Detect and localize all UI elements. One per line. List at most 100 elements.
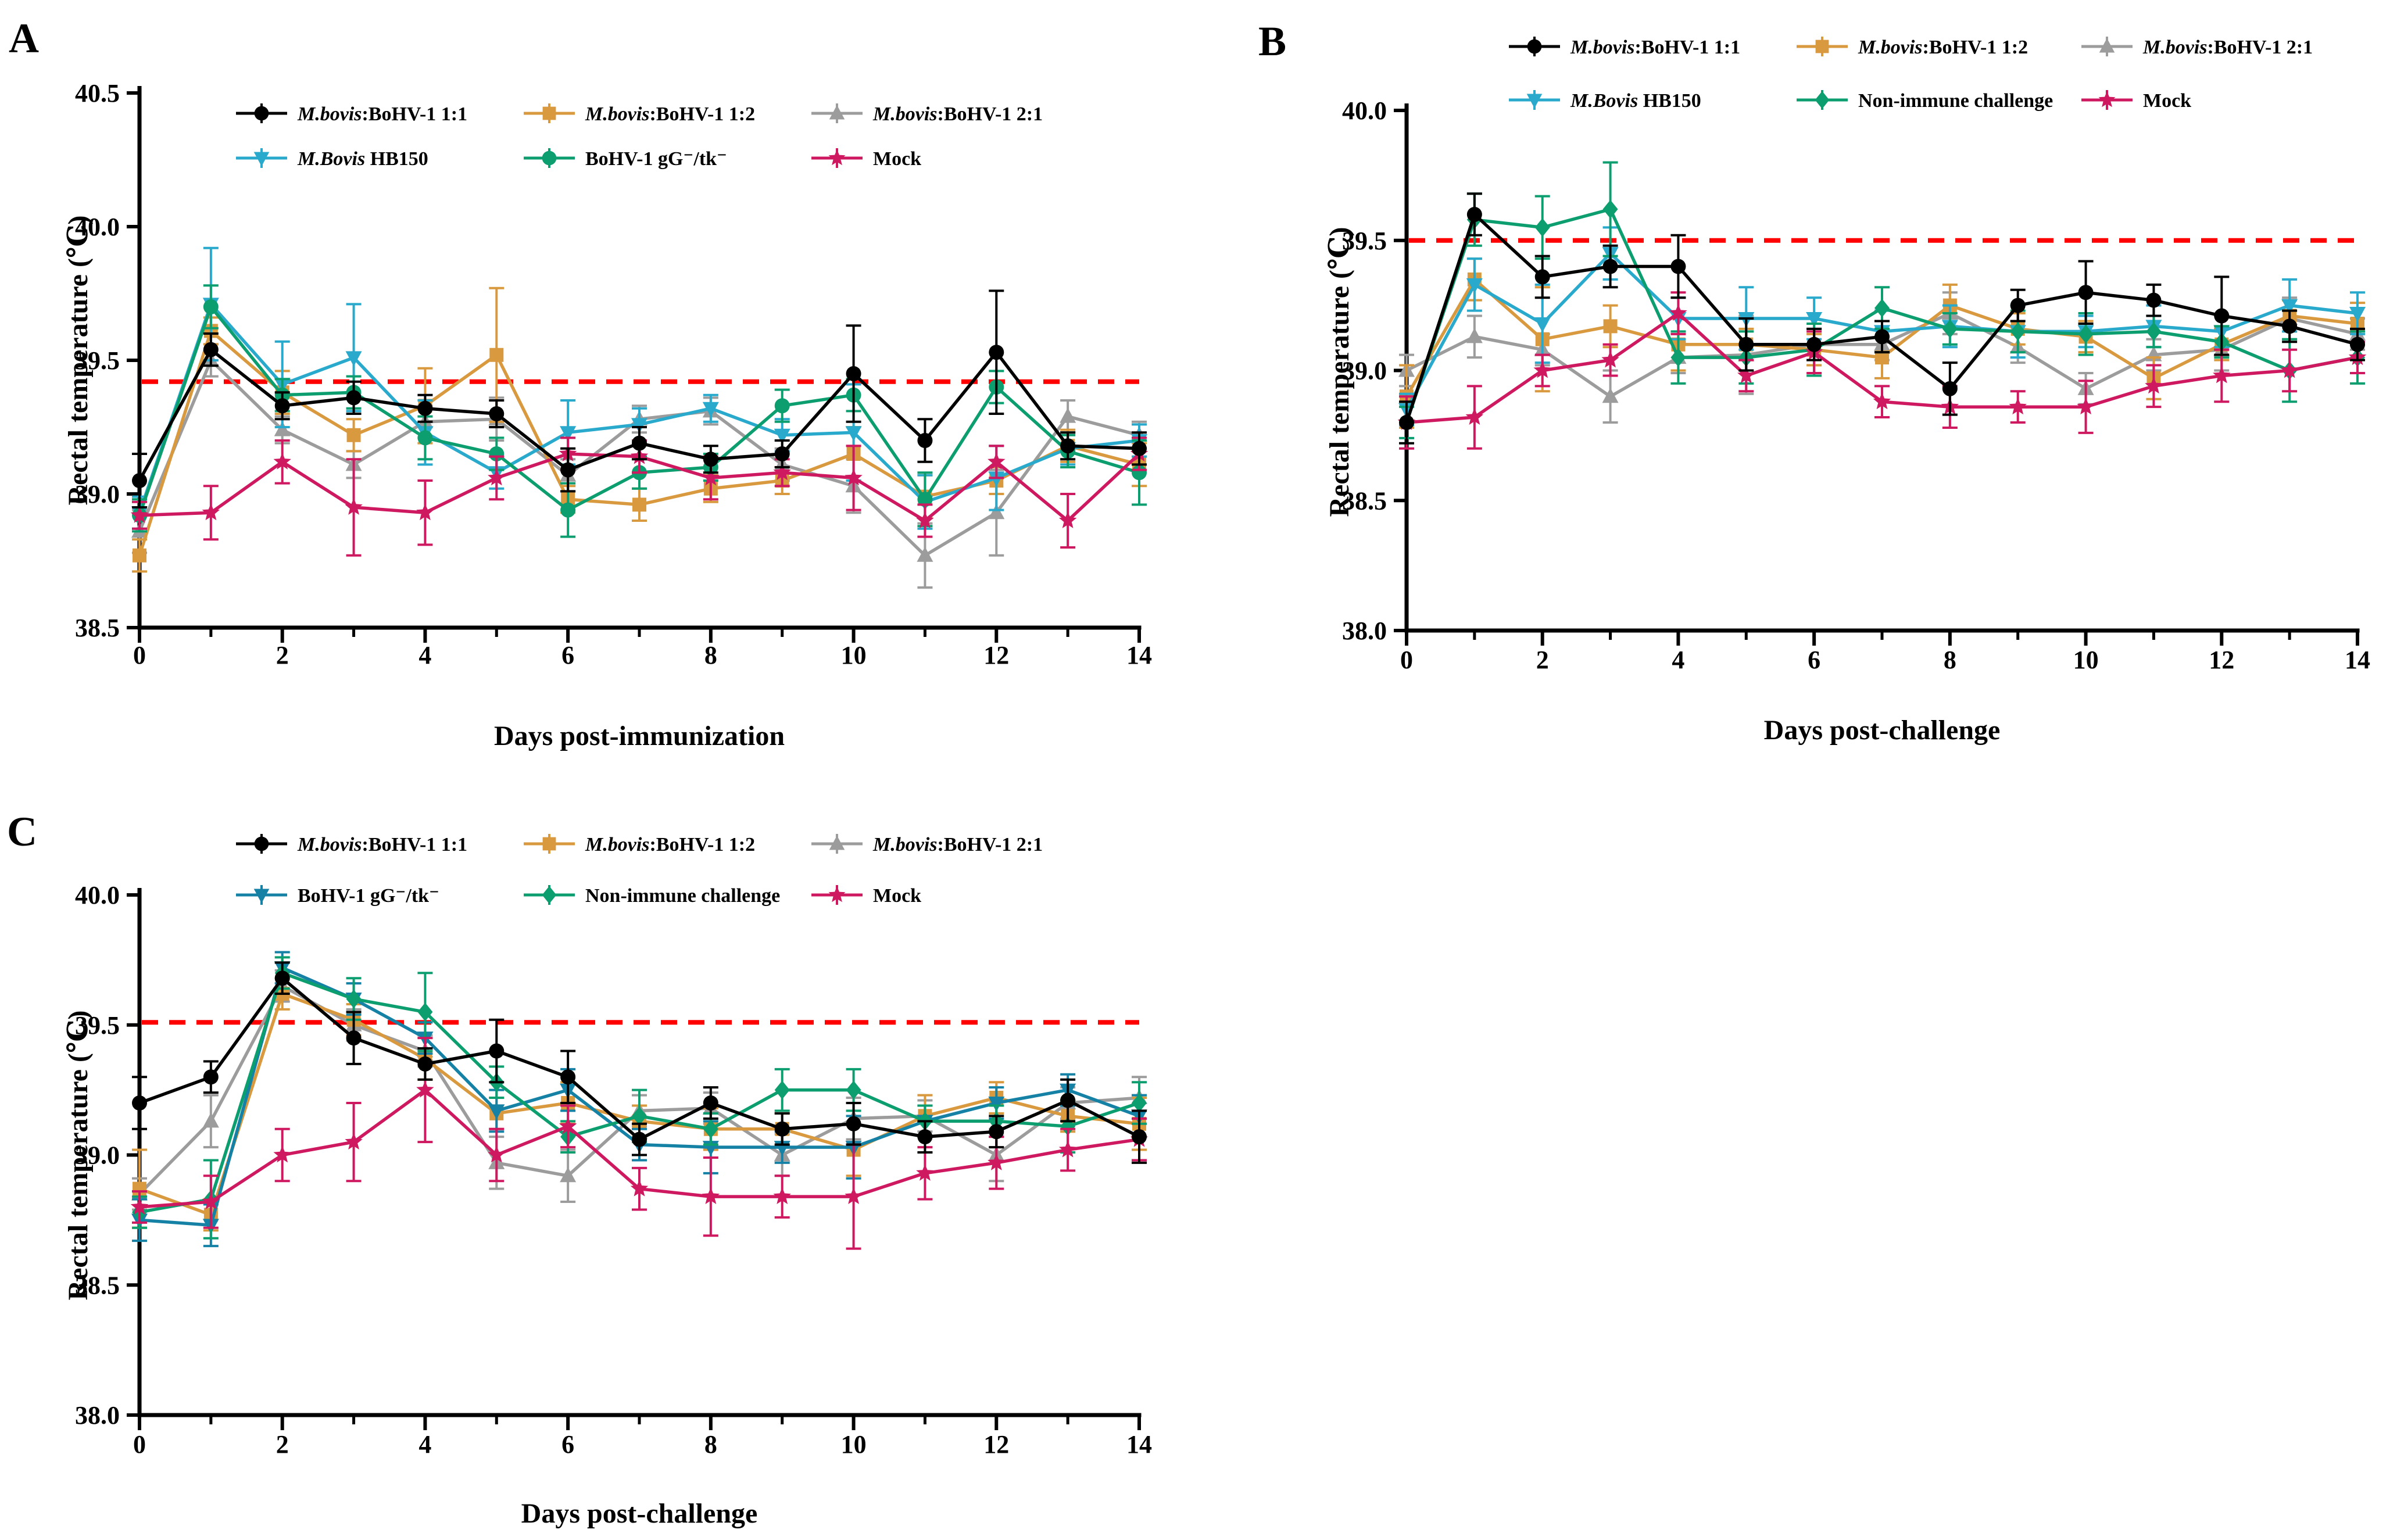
data-point-marker <box>273 452 291 470</box>
data-point-marker <box>988 504 1005 520</box>
data-point-marker <box>2009 397 2027 415</box>
y-tick-label: 39.0 <box>75 1141 120 1170</box>
data-point-marker <box>989 345 1004 360</box>
data-point-marker <box>1669 304 1687 321</box>
data-point-marker <box>631 418 647 434</box>
data-point-marker <box>988 1153 1006 1170</box>
data-point-marker <box>416 503 434 521</box>
data-point-marker <box>2349 307 2366 323</box>
legend-entry: M.Bovis HB150 <box>1509 90 1701 112</box>
data-point-marker <box>1873 392 1891 410</box>
y-axis-title: Rectal temperature (℃) <box>63 215 94 505</box>
data-point-marker <box>1602 200 1618 219</box>
legend-entry: M.bovis:BoHV-1 1:1 <box>236 103 467 125</box>
data-point-marker <box>2214 308 2230 324</box>
legend-label: Non-immune challenge <box>585 885 780 907</box>
data-point-marker <box>1466 207 1482 222</box>
data-point-marker <box>1602 388 1619 403</box>
panel-letter-A: A <box>9 15 39 62</box>
data-point-marker <box>1806 336 1822 352</box>
legend-label: Mock <box>2143 90 2191 112</box>
legend-triangle-down-icon <box>1526 94 1543 109</box>
data-point-marker <box>1601 350 1619 368</box>
data-point-marker <box>773 1187 791 1204</box>
data-point-marker <box>702 402 719 417</box>
data-point-marker <box>917 1129 933 1145</box>
panel-B: B 38.0 38.5 39.0 39.5 40.0 0 2 4 6 8 10 12 14 Days pos… <box>1258 18 2370 746</box>
x-tick-label: 6 <box>561 1430 574 1459</box>
legend-diamond-icon <box>1815 91 1830 109</box>
legend-square-icon <box>542 106 556 120</box>
legend-entry: BoHV-1 gG⁻/tk⁻ <box>524 148 727 170</box>
data-point-marker <box>1058 1140 1077 1158</box>
data-point-marker <box>488 1104 505 1120</box>
data-point-marker <box>1602 259 1618 274</box>
data-point-marker <box>274 421 291 436</box>
data-point-marker <box>703 1095 718 1111</box>
legend-entry: M.Bovis HB150 <box>236 148 428 170</box>
data-point-marker <box>630 1179 649 1197</box>
legend-star-icon <box>2098 91 2116 108</box>
x-tick-label: 8 <box>704 641 717 669</box>
legend-entry: M.bovis:BoHV-1 1:1 <box>236 834 467 855</box>
y-tick-label: 40.5 <box>75 79 120 108</box>
legend-entry: Mock <box>2081 90 2191 112</box>
data-point-marker <box>774 398 790 414</box>
data-point-marker <box>130 1198 149 1215</box>
data-point-marker <box>417 1002 433 1022</box>
legend-square-icon <box>1815 40 1829 53</box>
data-point-marker <box>2213 366 2231 384</box>
y-tick-label: 40.0 <box>75 213 120 241</box>
series-m-bovis-bohv-1-1-1 <box>1399 192 2365 445</box>
legend-label: M.bovis:BoHV-1 2:1 <box>872 834 1043 855</box>
x-tick-label: 0 <box>1400 646 1413 674</box>
legend-label: M.bovis:BoHV-1 1:1 <box>297 103 467 125</box>
legend-label: Non-immune challenge <box>1858 90 2053 112</box>
y-axis-title: Rectal temperature (℃) <box>63 1010 94 1300</box>
data-point-marker <box>917 433 933 448</box>
series-m-bovis-bohv-1-1-1 <box>132 961 1147 1164</box>
data-point-marker <box>345 351 362 367</box>
data-point-marker <box>988 1097 1005 1112</box>
x-tick-label: 14 <box>1126 1430 1152 1459</box>
data-point-marker <box>203 342 219 357</box>
data-point-marker <box>1060 1093 1076 1108</box>
x-tick-label: 0 <box>133 641 146 669</box>
legend-circle-icon <box>1527 39 1542 54</box>
x-tick-label: 8 <box>1944 646 1956 674</box>
data-point-marker <box>845 426 862 442</box>
legend-star-icon <box>828 149 846 166</box>
y-tick-label: 39.0 <box>1342 357 1387 385</box>
data-point-marker <box>989 1124 1004 1140</box>
legend-star-icon <box>828 886 846 902</box>
x-tick-label: 4 <box>418 641 431 669</box>
data-point-marker <box>202 1192 220 1209</box>
data-point-marker <box>1465 408 1484 425</box>
data-point-marker <box>1534 317 1551 332</box>
data-point-marker <box>703 452 718 467</box>
data-point-marker <box>416 1080 434 1098</box>
data-point-marker <box>1603 319 1618 334</box>
data-point-marker <box>274 970 290 986</box>
data-point-marker <box>346 390 362 406</box>
legend-label: M.bovis:BoHV-1 1:1 <box>1570 37 1740 58</box>
data-point-marker <box>1534 218 1550 237</box>
data-point-marker <box>1466 328 1483 343</box>
legend-entry: Mock <box>811 885 921 907</box>
data-point-marker <box>203 1069 219 1085</box>
panel-letter-C: C <box>7 808 37 855</box>
data-point-marker <box>632 435 647 451</box>
data-point-marker <box>274 398 290 414</box>
data-point-marker <box>917 546 933 562</box>
x-tick-label: 10 <box>841 641 867 669</box>
data-point-marker <box>702 468 720 486</box>
data-point-marker <box>632 1131 647 1147</box>
panel-letter-B: B <box>1258 18 1286 65</box>
data-point-marker <box>132 473 147 488</box>
data-point-marker <box>2146 292 2162 308</box>
data-point-marker <box>2078 324 2094 343</box>
x-tick-label: 14 <box>1126 641 1152 669</box>
y-tick-label: 39.5 <box>75 1011 120 1040</box>
legend-entry: M.bovis:BoHV-1 1:2 <box>1797 37 2028 58</box>
